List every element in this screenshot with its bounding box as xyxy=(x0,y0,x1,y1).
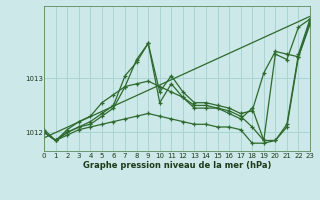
X-axis label: Graphe pression niveau de la mer (hPa): Graphe pression niveau de la mer (hPa) xyxy=(83,161,271,170)
